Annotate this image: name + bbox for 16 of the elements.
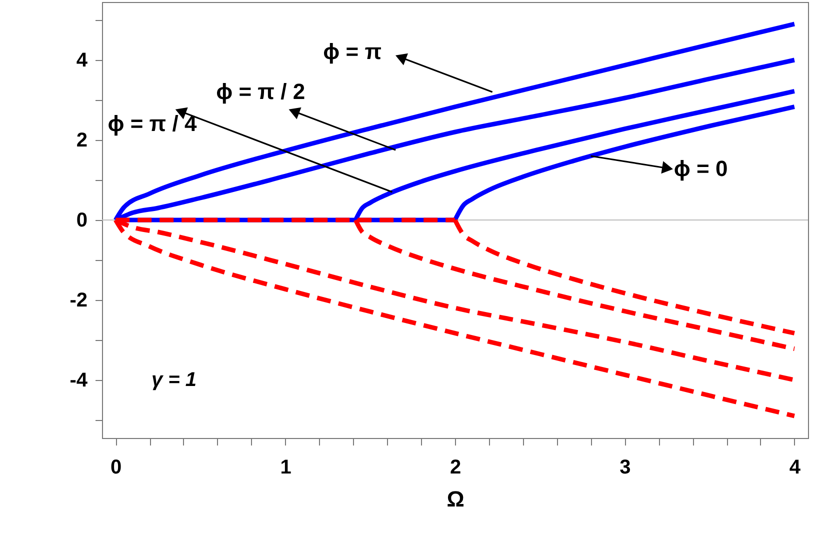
x-tick-label: 0 <box>110 456 122 478</box>
y-tick-label: 4 <box>76 50 88 72</box>
annotation: ϕ = 0 <box>674 156 728 181</box>
annotation: ϕ = π / 4 <box>108 111 198 136</box>
x-tick-label: 2 <box>450 456 462 478</box>
y-tick-label: 2 <box>76 130 88 152</box>
y-tick-label: 0 <box>76 210 88 232</box>
x-axis-title: Ω <box>446 486 464 512</box>
x-tick-label: 3 <box>620 456 631 478</box>
annotation: γ = 1 <box>151 369 197 391</box>
annotation: ϕ = π / 2 <box>216 79 306 104</box>
x-tick-label: 1 <box>280 456 292 478</box>
y-tick-label: -4 <box>70 370 88 392</box>
annotation: ϕ = π <box>323 39 382 64</box>
x-tick-label: 4 <box>789 456 802 478</box>
y-tick-label: -2 <box>70 290 88 312</box>
